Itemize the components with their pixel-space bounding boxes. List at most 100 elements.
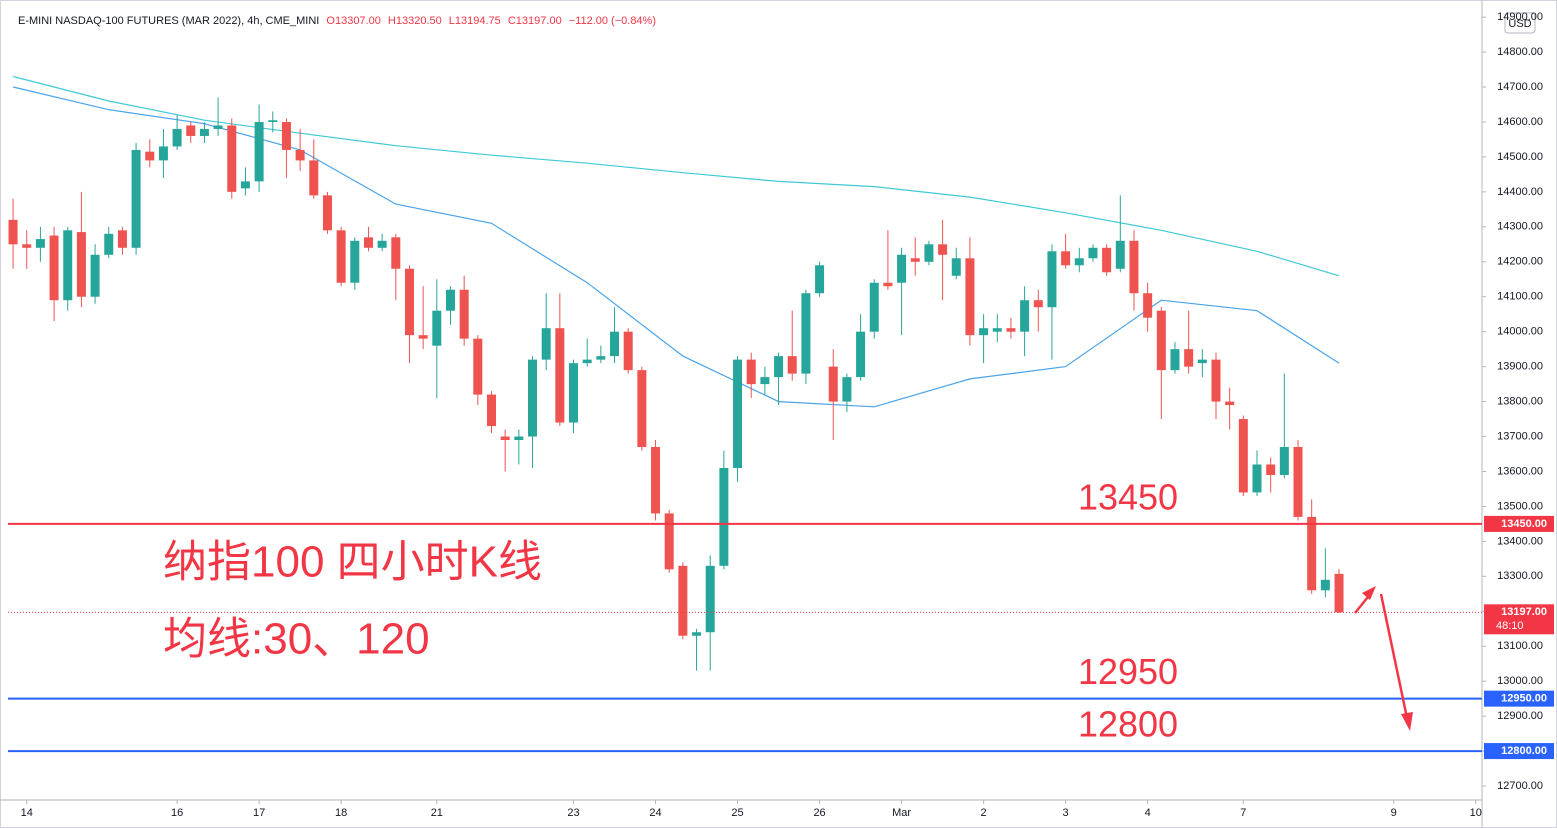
candle-body bbox=[637, 370, 647, 448]
candle-body bbox=[63, 230, 73, 301]
candle-body bbox=[1225, 401, 1235, 406]
currency-badge[interactable] bbox=[1504, 12, 1536, 34]
candle-body bbox=[49, 235, 59, 301]
candle-body bbox=[104, 233, 114, 255]
candle-body bbox=[910, 258, 920, 262]
candle-body bbox=[1006, 328, 1016, 332]
x-tick-label: 9 bbox=[1391, 807, 1397, 819]
price-label-box bbox=[1484, 515, 1554, 532]
y-tick-label: 13600.00 bbox=[1497, 465, 1543, 477]
candle-body bbox=[815, 265, 825, 294]
candle-body bbox=[145, 151, 155, 161]
candle-body bbox=[1184, 349, 1194, 367]
y-tick-label: 13100.00 bbox=[1497, 640, 1543, 652]
moving-average bbox=[12, 75, 1340, 277]
candle-body bbox=[746, 359, 756, 385]
x-tick-label: 23 bbox=[567, 807, 579, 819]
candle-body bbox=[240, 181, 250, 189]
candle-body bbox=[1102, 247, 1112, 273]
arrow-head bbox=[1401, 712, 1413, 731]
candle-body bbox=[254, 121, 264, 182]
candle-body bbox=[473, 338, 483, 395]
y-tick-label: 14600.00 bbox=[1497, 116, 1543, 128]
candle-body bbox=[623, 331, 633, 371]
last-price-box bbox=[1484, 604, 1554, 635]
candle-body bbox=[172, 128, 182, 147]
candle-body bbox=[664, 513, 674, 570]
price-label: 12800.00 bbox=[1501, 745, 1547, 757]
candle-body bbox=[1307, 516, 1317, 591]
candle-body bbox=[445, 289, 455, 311]
candle-body bbox=[22, 244, 32, 248]
candle-body bbox=[486, 394, 496, 427]
candle-body bbox=[787, 356, 797, 374]
candle-body bbox=[924, 244, 934, 262]
x-tick-label: 17 bbox=[253, 807, 265, 819]
candle-body bbox=[760, 377, 770, 385]
x-tick-label: 26 bbox=[813, 807, 825, 819]
candle-body bbox=[1170, 349, 1180, 371]
candle-body bbox=[828, 366, 838, 402]
x-tick-label: 14 bbox=[21, 807, 33, 819]
candle-body bbox=[774, 356, 784, 378]
candle-body bbox=[528, 359, 538, 437]
candle-body bbox=[1252, 464, 1262, 493]
candle-body bbox=[692, 632, 702, 636]
y-tick-label: 14400.00 bbox=[1497, 186, 1543, 198]
candle-body bbox=[1020, 300, 1030, 332]
candle-body bbox=[158, 146, 168, 161]
candle-body bbox=[227, 125, 237, 192]
currency: USD bbox=[1508, 18, 1531, 30]
x-tick-label: 18 bbox=[335, 807, 347, 819]
x-tick-label: 3 bbox=[1063, 807, 1069, 819]
candle-body bbox=[199, 128, 209, 136]
candle-body bbox=[938, 244, 948, 255]
candle-body bbox=[350, 240, 360, 283]
candle-body bbox=[295, 149, 305, 161]
candle-body bbox=[897, 254, 907, 283]
candle-body bbox=[213, 125, 223, 129]
y-tick-label: 14700.00 bbox=[1497, 81, 1543, 93]
candle-body bbox=[76, 232, 86, 297]
x-tick-label: 21 bbox=[431, 807, 443, 819]
candle-body bbox=[186, 125, 196, 136]
candle-body bbox=[1238, 419, 1248, 493]
level-annotation: 12800 bbox=[1078, 704, 1178, 745]
candle-body bbox=[883, 282, 893, 287]
candle-body bbox=[500, 436, 510, 441]
candle-body bbox=[322, 195, 332, 231]
candle-body bbox=[610, 331, 620, 357]
legend-header: E-MINI NASDAQ-100 FUTURES (MAR 2022), 4h… bbox=[18, 15, 660, 27]
x-tick-label: 10 bbox=[1470, 807, 1482, 819]
candle-body bbox=[8, 219, 18, 245]
arrow-head bbox=[1362, 586, 1376, 600]
candle-body bbox=[1293, 447, 1303, 517]
y-tick-label: 13300.00 bbox=[1497, 570, 1543, 582]
candle-body bbox=[569, 363, 579, 423]
candle-body bbox=[651, 447, 661, 514]
candle-body bbox=[1088, 247, 1098, 259]
candle-body bbox=[1074, 258, 1084, 266]
y-tick-label: 12900.00 bbox=[1497, 710, 1543, 722]
y-tick-label: 14200.00 bbox=[1497, 256, 1543, 268]
candle-body bbox=[1061, 251, 1071, 266]
candle-body bbox=[992, 328, 1002, 332]
y-tick-label: 14000.00 bbox=[1497, 326, 1543, 338]
candle-body bbox=[705, 565, 715, 633]
candle-body bbox=[555, 328, 565, 423]
y-tick-label: 13000.00 bbox=[1497, 675, 1543, 687]
candle-body bbox=[404, 268, 414, 336]
arrow-down bbox=[1379, 593, 1409, 719]
y-tick-label: 14100.00 bbox=[1497, 291, 1543, 303]
candle-body bbox=[377, 240, 387, 248]
candle-body bbox=[281, 121, 291, 150]
candle-body bbox=[582, 359, 592, 364]
candle-body bbox=[719, 467, 729, 566]
candle-body bbox=[117, 230, 127, 248]
price-label: 12950.00 bbox=[1501, 693, 1547, 705]
last-price-label: 13197.00 bbox=[1501, 606, 1547, 618]
candle-body bbox=[596, 356, 606, 360]
annotation: 纳指100 四小时K线 bbox=[163, 538, 542, 587]
candle-body bbox=[1047, 251, 1057, 308]
